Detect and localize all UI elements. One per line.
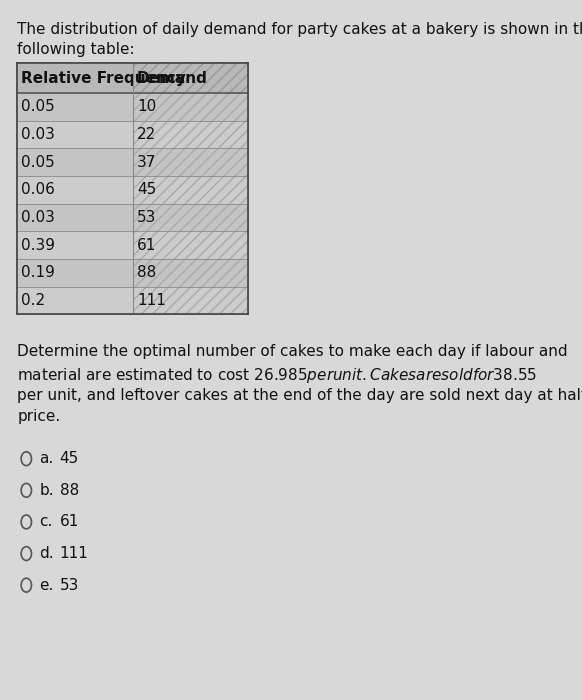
Bar	[133, 148, 248, 176]
Bar	[17, 64, 248, 314]
Text: material are estimated to cost $26.985 per unit. Cakes are sold for $38.55: material are estimated to cost $26.985 p…	[17, 366, 538, 385]
Text: 10: 10	[137, 99, 157, 114]
Text: 37: 37	[137, 155, 157, 170]
Bar	[17, 259, 248, 287]
Text: 0.03: 0.03	[21, 127, 55, 142]
Text: 0.06: 0.06	[21, 183, 55, 197]
Text: following table:: following table:	[17, 42, 135, 57]
Text: 0.19: 0.19	[21, 265, 55, 281]
Bar	[133, 64, 248, 93]
Text: 111: 111	[59, 546, 88, 561]
Bar	[133, 232, 248, 259]
Bar	[17, 64, 248, 93]
Text: 88: 88	[137, 265, 157, 281]
Text: 22: 22	[137, 127, 157, 142]
Bar	[133, 121, 248, 148]
Text: Determine the optimal number of cakes to make each day if labour and: Determine the optimal number of cakes to…	[17, 344, 568, 359]
Text: 61: 61	[137, 238, 157, 253]
Text: 0.2: 0.2	[21, 293, 45, 308]
Bar	[17, 121, 248, 148]
Text: 111: 111	[137, 293, 166, 308]
Bar	[133, 259, 248, 287]
Text: b.: b.	[40, 483, 54, 498]
Text: 0.05: 0.05	[21, 155, 55, 170]
Text: 45: 45	[137, 183, 157, 197]
Bar	[133, 93, 248, 121]
Text: 53: 53	[59, 578, 79, 593]
Text: c.: c.	[40, 514, 53, 529]
Text: 0.39: 0.39	[21, 238, 55, 253]
Text: a.: a.	[40, 452, 54, 466]
Text: Demand: Demand	[137, 71, 208, 86]
Text: The distribution of daily demand for party cakes at a bakery is shown in the: The distribution of daily demand for par…	[17, 22, 582, 37]
Bar	[17, 287, 248, 314]
Text: 0.05: 0.05	[21, 99, 55, 114]
Bar	[17, 232, 248, 259]
Text: 53: 53	[137, 210, 157, 225]
Bar	[133, 204, 248, 232]
Bar	[17, 176, 248, 204]
Bar	[17, 204, 248, 232]
Bar	[17, 148, 248, 176]
Text: e.: e.	[40, 578, 54, 593]
Text: 45: 45	[59, 452, 79, 466]
Bar	[133, 287, 248, 314]
Text: 88: 88	[59, 483, 79, 498]
Bar	[133, 176, 248, 204]
Text: 61: 61	[59, 514, 79, 529]
Text: price.: price.	[17, 410, 61, 424]
Text: per unit, and leftover cakes at the end of the day are sold next day at half: per unit, and leftover cakes at the end …	[17, 388, 582, 402]
Text: Relative Frequency: Relative Frequency	[21, 71, 186, 86]
Text: d.: d.	[40, 546, 54, 561]
Bar	[17, 93, 248, 121]
Text: 0.03: 0.03	[21, 210, 55, 225]
